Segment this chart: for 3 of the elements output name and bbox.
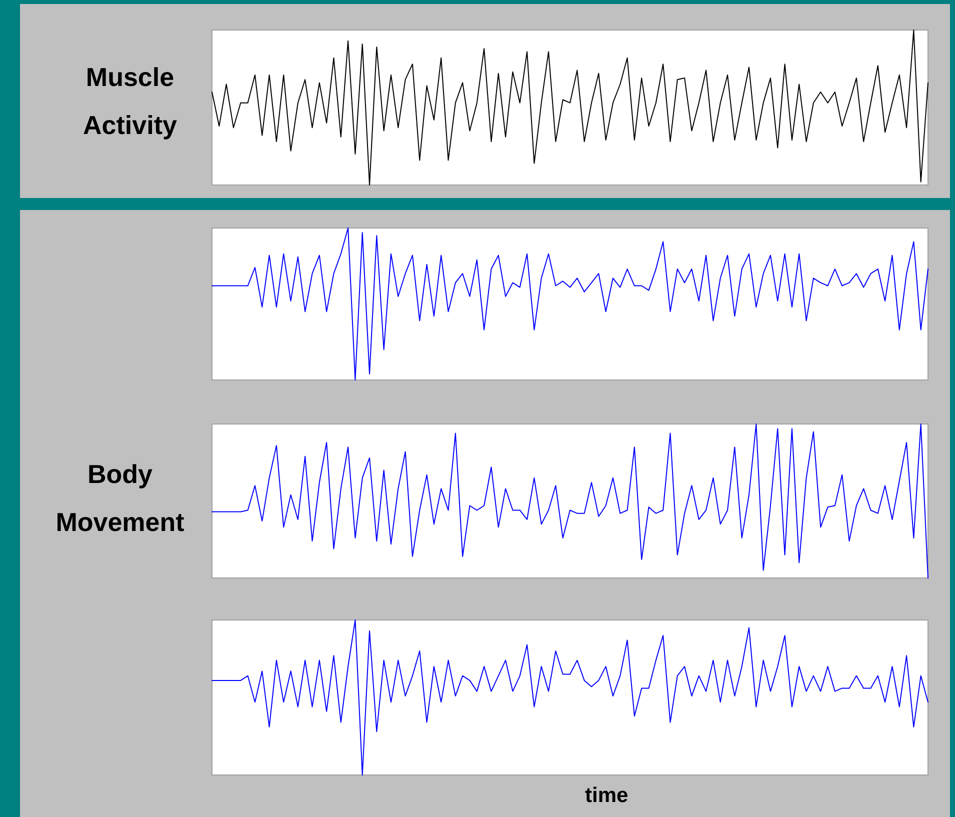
y-axis-title: Body Movement — [54, 458, 186, 539]
x-axis-title: time — [585, 784, 628, 808]
y-axis-title: Muscle Activity — [82, 61, 178, 142]
